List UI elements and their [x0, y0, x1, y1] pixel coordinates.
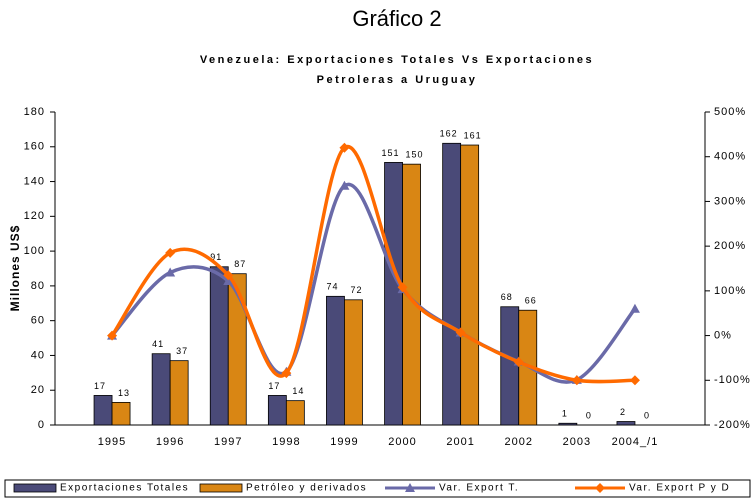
data-label: 161: [464, 130, 482, 140]
data-label: 150: [406, 150, 424, 160]
data-label: 68: [501, 292, 513, 302]
y-tick-label: 100: [24, 245, 45, 257]
bar: [93, 395, 113, 426]
data-label: 0: [586, 410, 592, 420]
line-marker: [455, 327, 466, 338]
x-tick-label: 2001: [446, 436, 474, 448]
legend-label: Var. Export T.: [439, 483, 519, 494]
bar: [151, 353, 171, 426]
data-label: 2: [620, 407, 626, 417]
legend-marker: [405, 483, 415, 492]
bar: [111, 401, 131, 426]
data-label: 91: [210, 252, 222, 262]
y2-tick-label: 0%: [714, 329, 732, 341]
x-tick-label: 1995: [98, 436, 126, 448]
bar: [227, 273, 247, 426]
y-tick-label: 40: [31, 349, 45, 361]
line-marker: [571, 375, 582, 386]
data-label: 1: [562, 409, 568, 419]
legend-swatch: [13, 483, 57, 493]
bar: [267, 395, 287, 426]
bar: [326, 295, 345, 426]
line-marker: [281, 368, 292, 379]
data-label: 37: [176, 346, 188, 356]
x-tick-label: 1997: [214, 436, 242, 448]
y-axis-label: Millones US$: [8, 225, 22, 312]
data-label: 14: [292, 386, 304, 396]
bar: [169, 360, 189, 426]
y-tick-label: 120: [24, 210, 45, 222]
x-tick-label: 2000: [388, 436, 416, 448]
y-tick-label: 180: [24, 106, 45, 118]
chart-subtitle: Venezuela: Exportaciones Totales Vs Expo…: [200, 54, 594, 66]
x-tick-label: 1999: [330, 436, 358, 448]
bar: [442, 142, 462, 426]
line-marker: [339, 180, 350, 190]
legend-box: [4, 479, 751, 498]
chart-subtitle: Petroleras a Uruguay: [317, 74, 478, 86]
y2-tick-label: 300%: [714, 195, 746, 207]
y2-tick-label: -100%: [714, 374, 751, 386]
bar: [384, 162, 403, 426]
data-label: 66: [525, 296, 537, 306]
y2-tick-label: 500%: [714, 106, 746, 118]
x-tick-label: 2004_/1: [612, 436, 659, 448]
data-label: 162: [440, 129, 458, 139]
line-marker: [165, 247, 176, 258]
y-tick-label: 80: [31, 280, 45, 292]
line-marker: [629, 303, 640, 313]
data-label: 74: [326, 282, 338, 292]
bar: [558, 422, 578, 426]
data-label: 87: [234, 259, 246, 269]
bar: [616, 421, 636, 426]
y-tick-label: 60: [31, 315, 45, 327]
line-series: [110, 144, 635, 384]
bar: [285, 400, 305, 426]
data-label: 41: [152, 339, 164, 349]
line-marker: [223, 270, 234, 281]
legend-label: Exportaciones Totales: [60, 483, 189, 494]
bar: [344, 299, 363, 426]
y-tick-label: 160: [24, 141, 45, 153]
y-tick-label: 20: [31, 384, 45, 396]
legend-marker: [595, 483, 605, 493]
legend-label: Var. Export P y D: [629, 483, 730, 494]
data-label: 13: [118, 388, 130, 398]
data-label: 72: [350, 285, 362, 295]
chart-title: Gráfico 2: [352, 6, 441, 31]
line-series: [110, 182, 637, 384]
legend-swatch: [199, 483, 243, 493]
y2-tick-label: -200%: [714, 419, 751, 431]
y-tick-label: 140: [24, 175, 45, 187]
y2-tick-label: 200%: [714, 240, 746, 252]
x-tick-label: 1998: [272, 436, 300, 448]
line-marker: [223, 276, 234, 286]
line-marker: [107, 330, 118, 341]
x-tick-label: 2003: [563, 436, 591, 448]
data-label: 17: [268, 381, 280, 391]
line-marker: [629, 375, 640, 386]
legend-label: Petróleo y derivados: [246, 483, 367, 494]
data-label: 17: [94, 381, 106, 391]
bar: [402, 163, 421, 426]
bar: [460, 144, 480, 426]
bar: [500, 306, 520, 426]
line-marker: [397, 282, 408, 293]
y-tick-label: 0: [38, 419, 45, 431]
x-tick-label: 1996: [156, 436, 184, 448]
y2-tick-label: 100%: [714, 285, 746, 297]
line-marker: [513, 356, 524, 367]
data-label: 151: [382, 148, 400, 158]
line-marker: [339, 142, 350, 153]
line-marker: [165, 267, 176, 277]
bar: [209, 266, 229, 426]
y2-tick-label: 400%: [714, 151, 746, 163]
data-label: 0: [644, 410, 650, 420]
x-tick-label: 2002: [505, 436, 533, 448]
